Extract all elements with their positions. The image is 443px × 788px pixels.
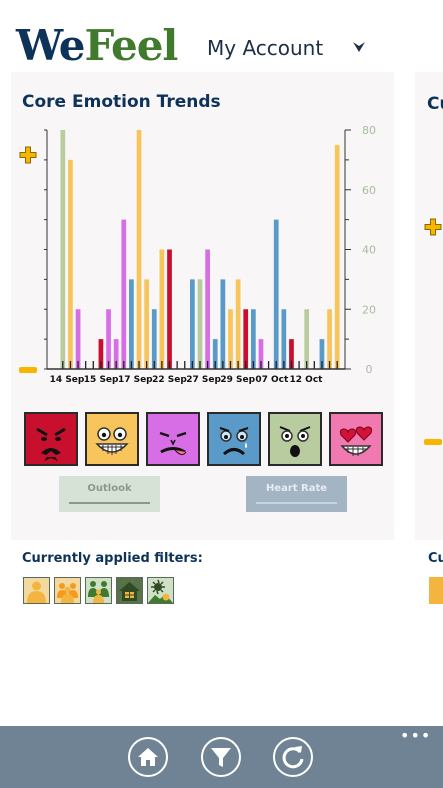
heart-rate-button-label: Heart Rate <box>265 483 328 494</box>
chart-bar <box>136 130 142 369</box>
chart-bar <box>228 309 233 369</box>
outlook-button[interactable]: Outlook <box>59 476 160 512</box>
chart-bar <box>113 339 119 369</box>
chart-bar <box>273 219 279 369</box>
zoom-out-icon[interactable] <box>424 439 442 445</box>
outlook-underline <box>69 502 150 504</box>
chart-bar <box>190 279 195 369</box>
wefeel-logo: WeFeel <box>16 21 178 70</box>
chart-bar <box>281 309 287 369</box>
grin-face-icon <box>95 427 129 455</box>
heart-eyes-face-icon <box>339 426 373 456</box>
emotion-love-button[interactable] <box>329 412 383 466</box>
emotion-fear-button[interactable] <box>268 412 322 466</box>
chart-y-tick-label: 60 <box>362 184 376 197</box>
filter-button[interactable] <box>201 737 241 777</box>
chart-bar <box>68 159 73 369</box>
group-icon[interactable] <box>54 577 81 604</box>
chevron-down-icon[interactable] <box>352 40 366 54</box>
chart-x-tick-label: 15 Sep <box>84 375 119 385</box>
home-icon <box>138 748 158 766</box>
logo-part-feel: Feel <box>84 21 178 70</box>
more-options-button[interactable]: ••• <box>400 726 432 745</box>
chart-bar <box>121 219 127 369</box>
chart-bar <box>212 339 218 369</box>
app-header: WeFeel My Account <box>0 0 443 70</box>
refresh-button[interactable] <box>273 737 313 777</box>
home-button[interactable] <box>128 737 168 777</box>
applied-filters-label: Currently applied filters: <box>22 551 203 566</box>
family-icon[interactable] <box>85 577 112 604</box>
chart-y-tick-label: 40 <box>362 244 376 257</box>
chart-x-tick-label: 14 Sep <box>50 375 85 385</box>
chart-y-tick-label: 0 <box>366 363 373 376</box>
person-icon[interactable] <box>23 577 50 604</box>
chart-bar <box>159 249 165 369</box>
emotion-disgust-button[interactable] <box>146 412 200 466</box>
chart-bar <box>75 309 81 369</box>
card-title: Core Emotion Trends <box>22 92 221 112</box>
zoom-out-icon[interactable] <box>19 367 37 373</box>
tongue-face-icon <box>159 431 187 456</box>
zoom-in-icon[interactable] <box>424 218 442 236</box>
heart-rate-underline <box>256 502 337 504</box>
shocked-face-icon <box>279 426 311 457</box>
emotion-angry-button[interactable] <box>24 412 78 466</box>
chart-x-tick-label: 17 Sep <box>118 375 153 385</box>
chart-bar <box>129 279 134 369</box>
logo-part-we: We <box>16 21 85 70</box>
chart-bar <box>304 309 310 369</box>
chart-bar <box>151 309 157 369</box>
chart-x-tick-label: 12 Oct <box>290 375 324 385</box>
chart-x-tick-label: 22 Sep <box>152 375 187 385</box>
chart-bar <box>327 309 332 369</box>
chart-bar <box>319 339 325 369</box>
chart-bar <box>197 279 203 369</box>
chart-y-tick-label: 20 <box>362 303 376 316</box>
chart-x-tick-label: 07 Oct <box>255 375 289 385</box>
chart-bar <box>144 279 150 369</box>
chart-bar <box>106 309 111 369</box>
zoom-in-icon[interactable] <box>19 146 37 164</box>
chart-bar <box>235 279 241 369</box>
outdoors-icon[interactable] <box>147 577 174 604</box>
my-account-link[interactable]: My Account <box>207 36 324 60</box>
chart-bar <box>220 279 226 369</box>
home-icon[interactable] <box>116 577 143 604</box>
outlook-button-label: Outlook <box>87 483 132 494</box>
chart-bar <box>334 144 340 369</box>
chart-x-tick-label: 29 Sep <box>220 375 255 385</box>
emotion-happy-button[interactable] <box>85 412 139 466</box>
filter-icon <box>211 748 231 767</box>
angry-face-icon <box>36 427 66 461</box>
chart-bar <box>258 339 264 369</box>
next-card-title: Cu <box>427 94 443 114</box>
next-card-filters-label: Cu <box>428 551 443 566</box>
emotion-sad-button[interactable] <box>207 412 261 466</box>
chart-bar <box>205 249 210 369</box>
chart-bar <box>167 249 172 369</box>
next-card-peek[interactable]: Cu <box>415 72 443 540</box>
chart-bar <box>98 339 104 369</box>
chart-bar <box>60 130 66 369</box>
chart-x-tick-label: 27 Sep <box>186 375 221 385</box>
crying-face-icon <box>219 427 249 456</box>
chart-bar <box>289 339 294 369</box>
refresh-icon <box>282 746 304 769</box>
heart-rate-button[interactable]: Heart Rate <box>246 476 347 512</box>
chart-bar <box>250 309 256 369</box>
next-card-filter-icon <box>429 577 443 604</box>
chart-y-tick-label: 80 <box>362 124 376 137</box>
chart-bar <box>243 309 249 369</box>
